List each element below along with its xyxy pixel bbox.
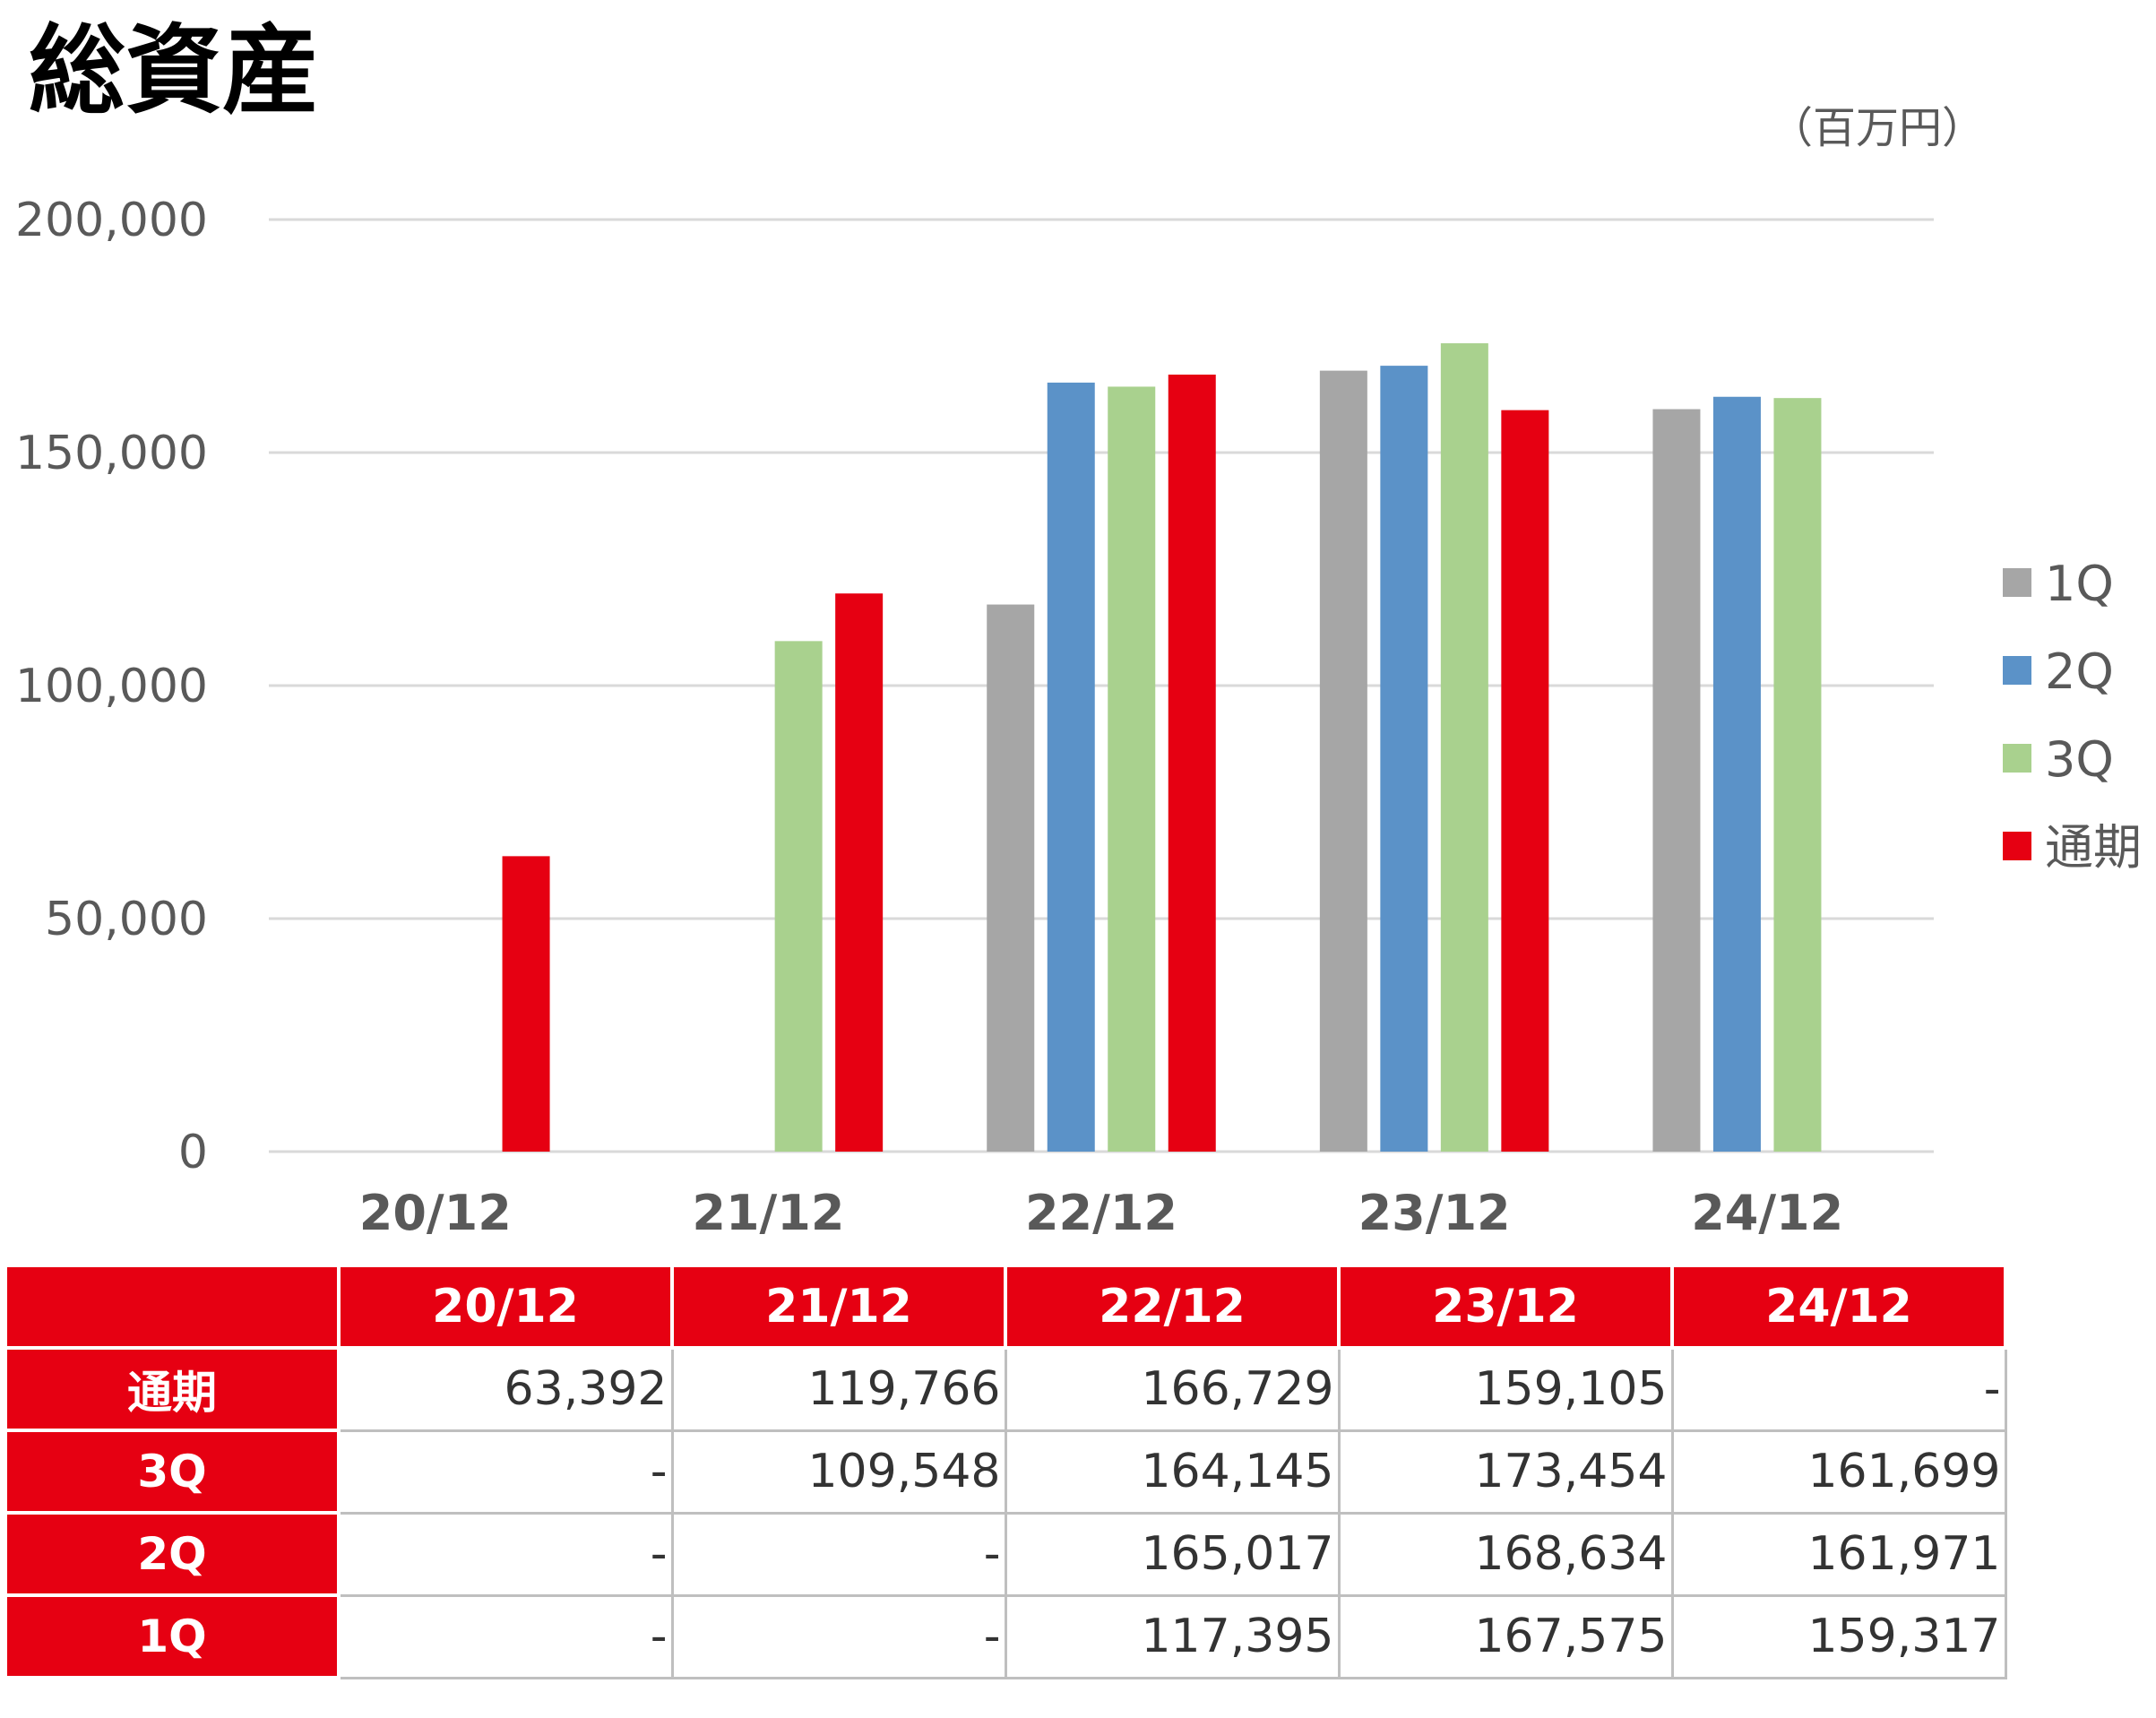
table-row: 3Q - 109,548 164,145 173,454 161,699 [4, 1429, 2007, 1515]
table-row: 2Q - - 165,017 168,634 161,971 [4, 1511, 2007, 1597]
bar-3Q-21/12 [774, 641, 823, 1152]
y-tick-label: 200,000 [15, 194, 208, 247]
table-cell: 168,634 [1337, 1511, 1674, 1597]
table-cell: - [1670, 1346, 2007, 1432]
bar-1Q-22/12 [987, 604, 1035, 1152]
legend-swatch [2003, 568, 2031, 597]
chart-title: 総資産 [29, 15, 320, 127]
table-row: 通期 63,392 119,766 166,729 159,105 - [4, 1346, 2007, 1432]
legend-swatch [2003, 744, 2031, 773]
table-header-cell: 22/12 [1004, 1264, 1341, 1350]
bar-1Q-23/12 [1319, 370, 1367, 1152]
y-axis-ticks: 0 50,000 100,000 150,000 200,000 [15, 194, 208, 1179]
bar-1Q-24/12 [1652, 409, 1701, 1152]
bar-3Q-22/12 [1108, 386, 1156, 1152]
y-tick-label: 100,000 [15, 660, 208, 713]
table-cell: 119,766 [670, 1346, 1007, 1432]
legend-swatch [2003, 656, 2031, 685]
y-tick-label: 150,000 [15, 427, 208, 480]
table-cell: 63,392 [337, 1346, 674, 1432]
legend-label: 1Q [2045, 556, 2114, 612]
legend-swatch [2003, 832, 2031, 860]
table-corner-cell [4, 1264, 341, 1350]
unit-label: （百万円） [1770, 103, 1986, 153]
table-cell: 161,699 [1670, 1429, 2007, 1515]
x-axis-ticks: 20/12 21/12 22/12 23/12 24/12 [359, 1185, 1843, 1241]
y-tick-label: 0 [178, 1126, 208, 1179]
bar-通期-22/12 [1168, 375, 1216, 1153]
table-cell: 164,145 [1004, 1429, 1341, 1515]
table-cell: 167,575 [1337, 1593, 1674, 1679]
table-cell: - [670, 1593, 1007, 1679]
legend-label: 3Q [2045, 731, 2114, 788]
x-tick-label: 21/12 [692, 1185, 844, 1241]
bar-2Q-23/12 [1380, 366, 1428, 1152]
x-tick-label: 20/12 [359, 1185, 512, 1241]
legend-label: 通期 [2045, 819, 2142, 876]
table-cell: 109,548 [670, 1429, 1007, 1515]
table-cell: 159,105 [1337, 1346, 1674, 1432]
bar-3Q-23/12 [1440, 343, 1488, 1153]
bar-2Q-22/12 [1047, 382, 1095, 1152]
table-cell: - [337, 1511, 674, 1597]
row-label: 1Q [4, 1593, 341, 1679]
bars [502, 343, 1822, 1153]
table-cell: 117,395 [1004, 1593, 1341, 1679]
legend-label: 2Q [2045, 643, 2114, 700]
table-cell: 161,971 [1670, 1511, 2007, 1597]
bar-通期-23/12 [1501, 410, 1549, 1152]
table-cell: - [337, 1429, 674, 1515]
table-cell: - [670, 1511, 1007, 1597]
bar-2Q-24/12 [1712, 396, 1761, 1152]
row-label: 通期 [4, 1346, 341, 1432]
legend: 1Q 2Q 3Q 通期 [2003, 556, 2142, 876]
bar-3Q-24/12 [1773, 398, 1822, 1153]
row-label: 2Q [4, 1511, 341, 1597]
table-header-cell: 21/12 [670, 1264, 1007, 1350]
table-row: 1Q - - 117,395 167,575 159,317 [4, 1593, 2007, 1679]
table-cell: 165,017 [1004, 1511, 1341, 1597]
bar-通期-20/12 [502, 856, 550, 1152]
row-label: 3Q [4, 1429, 341, 1515]
x-tick-label: 24/12 [1691, 1185, 1843, 1241]
table-cell: 159,317 [1670, 1593, 2007, 1679]
table-header-cell: 24/12 [1670, 1264, 2007, 1350]
data-table: 20/12 21/12 22/12 23/12 24/12 通期 63,392 … [4, 1264, 2007, 1679]
x-tick-label: 23/12 [1358, 1185, 1511, 1241]
table-cell: 166,729 [1004, 1346, 1341, 1432]
table-header-cell: 20/12 [337, 1264, 674, 1350]
x-tick-label: 22/12 [1025, 1185, 1177, 1241]
table-header-row: 20/12 21/12 22/12 23/12 24/12 [4, 1264, 2007, 1350]
table-cell: - [337, 1593, 674, 1679]
table-cell: 173,454 [1337, 1429, 1674, 1515]
table-header-cell: 23/12 [1337, 1264, 1674, 1350]
bar-通期-21/12 [835, 593, 884, 1152]
y-tick-label: 50,000 [45, 893, 208, 946]
